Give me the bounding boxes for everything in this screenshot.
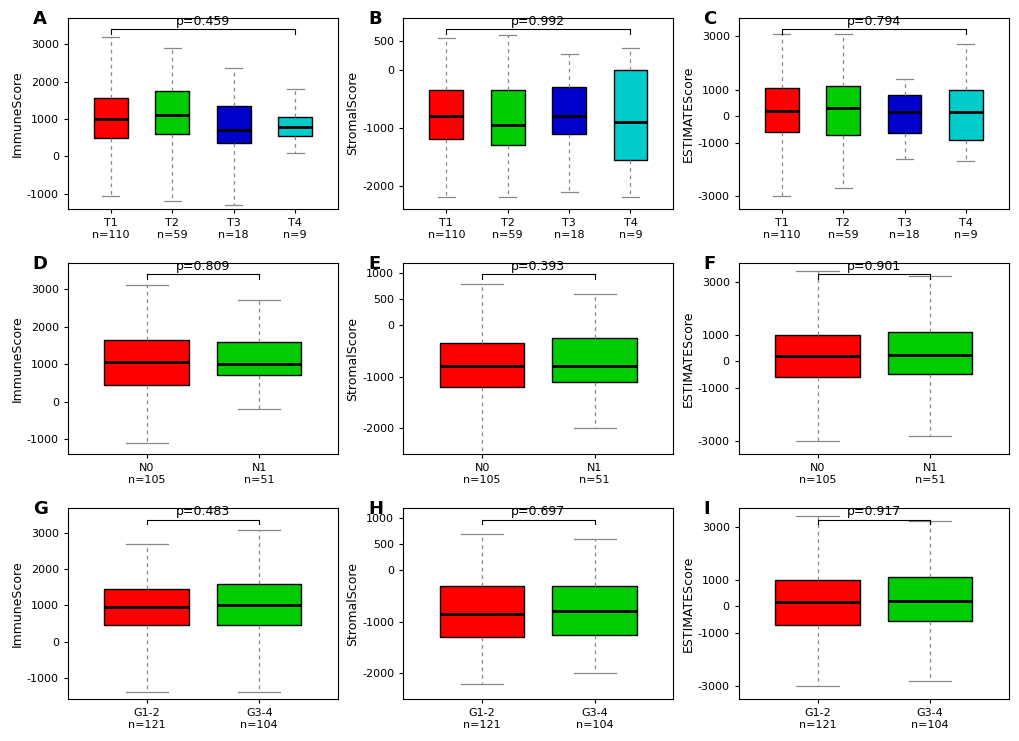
Text: H: H: [368, 500, 383, 519]
PathPatch shape: [439, 585, 524, 637]
Text: C: C: [703, 10, 716, 28]
Text: I: I: [703, 500, 709, 519]
PathPatch shape: [613, 70, 647, 160]
Text: p=0.917: p=0.917: [846, 505, 900, 518]
Y-axis label: ESTIMATEScore: ESTIMATEScore: [682, 65, 694, 162]
PathPatch shape: [104, 340, 189, 385]
Text: p=0.809: p=0.809: [175, 260, 230, 273]
PathPatch shape: [217, 342, 302, 376]
Text: p=0.393: p=0.393: [511, 260, 565, 273]
Text: p=0.901: p=0.901: [846, 260, 900, 273]
Text: D: D: [33, 256, 48, 273]
PathPatch shape: [94, 99, 127, 138]
Y-axis label: StromalScore: StromalScore: [346, 562, 359, 645]
Text: p=0.992: p=0.992: [511, 15, 565, 27]
PathPatch shape: [278, 117, 312, 136]
Y-axis label: ImmuneScore: ImmuneScore: [11, 560, 24, 647]
PathPatch shape: [217, 106, 251, 143]
Text: B: B: [368, 10, 381, 28]
PathPatch shape: [104, 589, 189, 625]
PathPatch shape: [887, 95, 920, 133]
Text: F: F: [703, 256, 715, 273]
PathPatch shape: [552, 338, 636, 382]
Text: p=0.697: p=0.697: [511, 505, 565, 518]
Y-axis label: ImmuneScore: ImmuneScore: [11, 315, 24, 402]
Text: G: G: [33, 500, 48, 519]
PathPatch shape: [825, 85, 859, 135]
Text: E: E: [368, 256, 380, 273]
Text: p=0.483: p=0.483: [175, 505, 230, 518]
PathPatch shape: [439, 343, 524, 387]
Y-axis label: StromalScore: StromalScore: [346, 71, 359, 156]
PathPatch shape: [155, 91, 189, 134]
Text: A: A: [33, 10, 47, 28]
PathPatch shape: [774, 579, 859, 625]
Y-axis label: StromalScore: StromalScore: [346, 316, 359, 401]
Y-axis label: ESTIMATEScore: ESTIMATEScore: [682, 310, 694, 407]
Text: p=0.794: p=0.794: [846, 15, 900, 27]
Y-axis label: ESTIMATEScore: ESTIMATEScore: [682, 556, 694, 652]
PathPatch shape: [764, 88, 798, 132]
PathPatch shape: [490, 90, 524, 145]
PathPatch shape: [887, 577, 971, 621]
PathPatch shape: [774, 335, 859, 377]
Y-axis label: ImmuneScore: ImmuneScore: [11, 70, 24, 156]
PathPatch shape: [217, 584, 302, 625]
PathPatch shape: [948, 90, 982, 140]
PathPatch shape: [552, 585, 636, 635]
PathPatch shape: [887, 332, 971, 374]
Text: p=0.459: p=0.459: [175, 15, 230, 27]
PathPatch shape: [551, 87, 585, 133]
PathPatch shape: [429, 90, 463, 139]
